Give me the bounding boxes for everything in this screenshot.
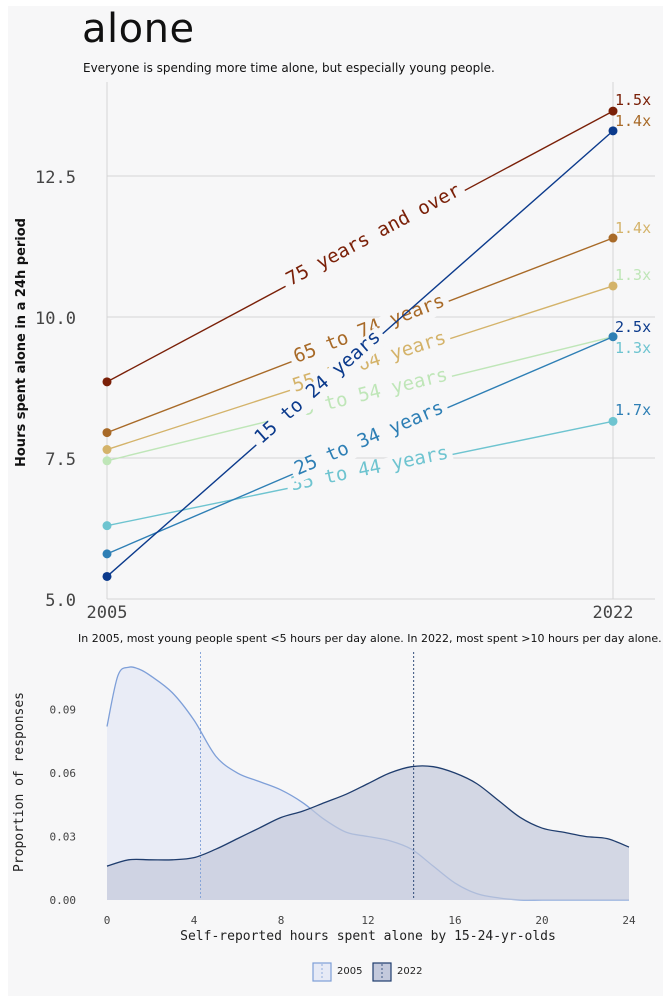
density-area-2022	[107, 765, 629, 900]
page-title: alone	[82, 6, 195, 52]
series-label-mask	[288, 398, 452, 484]
series-label-mask	[280, 181, 470, 296]
data-point	[608, 281, 618, 291]
data-point	[608, 416, 618, 426]
x-tick-label: 4	[191, 914, 198, 927]
legend-swatch-2022	[372, 962, 392, 982]
data-point	[608, 233, 618, 243]
series-label-mask	[285, 366, 455, 427]
x-tick-label: 2005	[87, 603, 128, 623]
y-tick-label: 0.06	[50, 767, 77, 780]
ratio-label: 1.4x	[615, 219, 651, 237]
data-point	[102, 377, 112, 387]
data-point	[102, 428, 112, 438]
density-line-2022	[106, 765, 630, 867]
data-point	[608, 106, 618, 116]
y-tick-label: 12.5	[35, 168, 76, 188]
data-point	[608, 126, 618, 136]
x-tick-label: 24	[622, 914, 636, 927]
x-axis-label: Self-reported hours spent alone by 15-24…	[180, 929, 556, 944]
legend-swatch-2005	[312, 962, 332, 982]
y-tick-label: 0.03	[50, 831, 77, 844]
y-tick-label: 0.09	[50, 704, 77, 717]
y-axis-label: Hours spent alone in a 24h period	[14, 218, 29, 467]
line-chart: 5.0 7.5 10.0 12.5 2005 2022 Hours spent alone …	[14, 82, 655, 623]
y-tick-label: 10.0	[35, 309, 76, 329]
y-tick-label: 0.00	[50, 894, 77, 907]
x-tick-label: 2022	[593, 603, 634, 623]
legend-label-2005: 2005	[337, 966, 363, 977]
legend-label-2022: 2022	[397, 966, 423, 977]
data-point	[102, 445, 112, 455]
ratio-label: 1.3x	[615, 266, 651, 284]
x-tick-label: 0	[104, 914, 111, 927]
y-tick-label: 7.5	[45, 450, 76, 470]
y-axis-label: Proportion of responses	[12, 692, 27, 872]
page-subtitle: Everyone is spending more time alone, bu…	[83, 61, 495, 75]
density-chart-title: In 2005, most young people spent <5 hour…	[78, 632, 662, 645]
series-label-mask	[285, 444, 455, 499]
data-point	[102, 521, 112, 531]
data-point	[102, 549, 112, 559]
data-point	[102, 456, 112, 466]
series-label-mask	[249, 326, 390, 453]
x-tick-label: 20	[535, 914, 548, 927]
y-tick-label: 5.0	[45, 591, 76, 611]
ratio-label: 1.4x	[615, 112, 651, 130]
ratio-label: 1.7x	[615, 401, 651, 419]
data-point	[608, 332, 618, 342]
ratio-label: 1.3x	[615, 339, 651, 357]
ratio-label: 2.5x	[615, 318, 651, 336]
x-tick-label: 8	[278, 914, 285, 927]
ratio-label: 1.5x	[615, 91, 651, 109]
data-point	[102, 571, 112, 581]
x-tick-label: 12	[361, 914, 374, 927]
x-tick-label: 16	[448, 914, 461, 927]
